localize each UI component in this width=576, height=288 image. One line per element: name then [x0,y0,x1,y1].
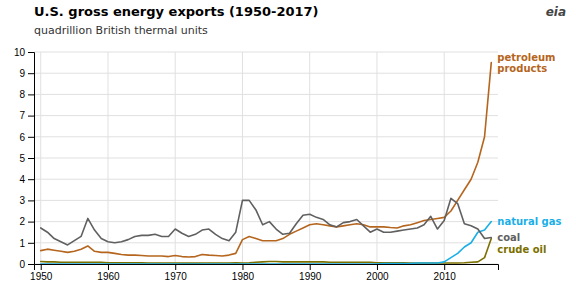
tick-mark [28,52,34,53]
tick: 2000 [366,264,389,282]
tick-label: 8 [19,89,25,100]
tick-mark [28,200,34,201]
tick: 5 [19,153,34,164]
series-label: coal [497,232,520,243]
tick-mark [28,264,34,265]
tick-label: 3 [19,195,25,206]
grid-line [242,52,243,264]
series-labels: crude oil natural gas petroleumproducts coa… [497,52,561,255]
tick-label: 1970 [165,271,188,282]
tick-label: 2010 [434,271,457,282]
tick: 2 [19,216,34,227]
x-axis: 1950 1960 1970 1980 1990 2000 2010 [30,264,498,282]
tick: 10 [14,47,34,58]
grid-line [40,52,41,264]
tick-mark [28,73,34,74]
tick: 7 [19,110,34,121]
tick-label: 1980 [232,271,255,282]
tick-mark [175,264,176,270]
tick-mark [242,264,243,270]
grid-line [34,158,498,159]
tick-label: 5 [19,153,25,164]
subtitle: quadrillion British thermal units [34,24,208,37]
tick-label: 6 [19,132,25,143]
tick-label: 9 [19,68,25,79]
tick-label: 7 [19,110,25,121]
tick-mark [377,264,378,270]
tick-label: 0 [19,259,25,270]
grid-line [34,73,498,74]
tick-label: 10 [14,47,26,58]
series-label: petroleumproducts [497,52,555,74]
tick: 1990 [299,264,322,282]
tick: 1980 [232,264,255,282]
tick: 2010 [434,264,457,282]
tick: 1 [19,238,34,249]
grid-line [34,242,498,243]
grid-line [34,52,498,53]
tick-mark [28,116,34,117]
tick: 8 [19,89,34,100]
grid-line [34,179,498,180]
tick-mark [28,158,34,159]
series-line [41,222,492,264]
tick-label: 2 [19,216,25,227]
tick: 6 [19,132,34,143]
chart: U.S. gross energy exports (1950-2017) qua… [0,0,576,288]
tick-label: 2000 [366,271,389,282]
tick-mark [28,137,34,138]
tick: 4 [19,174,34,185]
grid-line [175,52,176,264]
grid-line [34,136,498,137]
grid-line [444,52,445,264]
tick-mark [28,94,34,95]
tick-label: 1960 [97,271,120,282]
title: U.S. gross energy exports (1950-2017) [34,4,319,19]
grid-line [309,52,310,264]
tick-label: 1990 [299,271,322,282]
tick-label: 1950 [30,271,53,282]
grid-line [34,94,498,95]
series-label: natural gas [497,216,561,227]
grid-line [107,52,108,264]
tick-mark [28,222,34,223]
grid-line [34,200,498,201]
series-line [41,198,492,245]
y-axis: 0 1 2 3 4 5 6 7 8 9 10 [14,47,35,270]
tick-mark [41,264,42,270]
plot-area: 1950 1960 1970 1980 1990 2000 2010 0 1 2 3 4 5 6 7 8 9 10… [14,47,562,282]
tick-mark [444,264,445,270]
grid-line [376,52,377,264]
grid-line [34,221,498,222]
tick: 0 [19,259,34,270]
tick-mark [310,264,311,270]
tick: 9 [19,68,34,79]
lines [41,63,492,264]
tick: 3 [19,195,34,206]
axis-line [35,265,499,271]
tick-label: 4 [19,174,25,185]
series-label: crude oil [497,244,546,255]
series-line [41,63,492,257]
tick: 1950 [30,264,53,282]
tick: 1960 [97,264,120,282]
tick-mark [28,179,34,180]
grid [34,52,498,264]
tick-mark [108,264,109,270]
tick: 1970 [165,264,188,282]
axis-line [28,53,35,265]
annotation: eia [546,5,566,19]
tick-label: 1 [19,238,25,249]
tick-mark [28,243,34,244]
grid-line [34,115,498,116]
